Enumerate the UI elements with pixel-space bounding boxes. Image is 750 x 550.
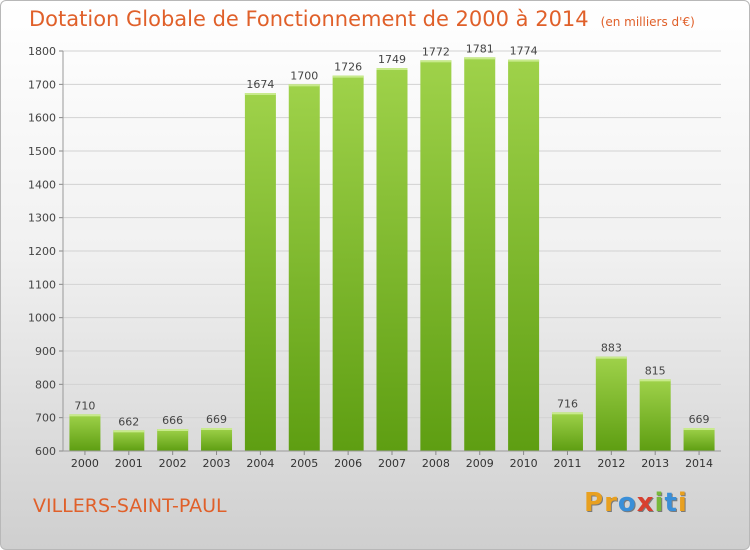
bar <box>288 84 320 451</box>
x-tick-label: 2013 <box>641 457 669 470</box>
logo-letter: r <box>604 488 618 518</box>
commune-name: VILLERS-SAINT-PAUL <box>33 495 227 517</box>
x-tick-label: 2007 <box>378 457 406 470</box>
bar <box>113 430 145 451</box>
chart-subtitle: (en milliers d'€) <box>600 15 695 29</box>
y-tick-label: 1200 <box>28 245 56 258</box>
y-tick-label: 800 <box>35 378 56 391</box>
bar-value-label: 662 <box>118 415 139 428</box>
bar <box>157 429 189 451</box>
bar-value-label: 669 <box>689 413 710 426</box>
bar <box>683 428 715 451</box>
bar-value-label: 883 <box>601 342 622 355</box>
bar-highlight <box>157 429 189 431</box>
y-tick-label: 1700 <box>28 78 56 91</box>
bar-highlight <box>113 430 145 433</box>
bar <box>551 412 583 451</box>
bar-highlight <box>288 84 320 87</box>
bars <box>69 57 715 452</box>
bar-highlight <box>376 68 408 70</box>
y-tick-label: 1500 <box>28 145 56 158</box>
bar-value-label: 666 <box>162 414 183 427</box>
bar <box>201 428 233 451</box>
x-tick-label: 2000 <box>71 457 99 470</box>
bar-highlight <box>201 428 233 430</box>
x-tick-label: 2005 <box>290 457 318 470</box>
y-tick-label: 1600 <box>28 112 56 125</box>
bar <box>595 356 627 451</box>
bar <box>464 57 496 451</box>
y-tick-label: 1400 <box>28 178 56 191</box>
logo-letter: x <box>636 488 655 518</box>
y-tick-label: 1300 <box>28 212 56 225</box>
bar <box>420 60 452 451</box>
bar-highlight <box>69 414 101 417</box>
x-tick-label: 2010 <box>510 457 538 470</box>
x-tick-label: 2012 <box>597 457 625 470</box>
bar <box>508 59 540 452</box>
y-tick-label: 700 <box>35 412 56 425</box>
x-tick-label: 2014 <box>685 457 713 470</box>
logo-letter: o <box>617 488 637 518</box>
x-tick-label: 2001 <box>115 457 143 470</box>
bar-value-label: 1726 <box>334 61 362 74</box>
bar-value-label: 710 <box>74 399 95 412</box>
bar-value-label: 669 <box>206 413 227 426</box>
bar-value-label: 1700 <box>290 69 318 82</box>
x-tick-label: 2002 <box>159 457 187 470</box>
bar-highlight <box>464 57 496 60</box>
bar-highlight <box>508 59 540 62</box>
x-tick-label: 2008 <box>422 457 450 470</box>
proxiti-logo: Proxiti <box>584 488 688 518</box>
y-axis: 600 700 800 900 1000 1100 1200 1300 1400 1500 1600… <box>28 45 64 458</box>
chart-title: Dotation Globale de Fonctionnement de 20… <box>29 7 695 31</box>
bar-highlight <box>420 60 452 63</box>
bar-highlight <box>332 75 364 78</box>
bar <box>69 414 101 451</box>
y-tick-label: 1800 <box>28 45 56 58</box>
bar <box>639 379 671 451</box>
y-tick-label: 600 <box>35 445 56 458</box>
x-axis: 2000 2001 2002 2003 2004 2005 2006 2007 2008 2009… <box>63 450 721 470</box>
data-labels: 710 662 666 669 1674 1700 1726 1749 1772 1781 1774… <box>74 42 709 428</box>
logo-letter: t <box>664 488 678 518</box>
bar-highlight <box>683 428 715 430</box>
x-tick-label: 2006 <box>334 457 362 470</box>
bar-highlight <box>244 93 276 95</box>
bar-highlight <box>639 379 671 382</box>
x-tick-label: 2003 <box>203 457 231 470</box>
y-tick-label: 1100 <box>28 278 56 291</box>
y-tick-label: 900 <box>35 345 56 358</box>
bar-highlight <box>595 356 627 359</box>
bar-value-label: 1781 <box>466 42 494 55</box>
bar <box>332 75 364 452</box>
bar-value-label: 716 <box>557 397 578 410</box>
bar <box>376 68 408 451</box>
logo-letter: P <box>584 488 605 518</box>
bar-value-label: 815 <box>645 364 666 377</box>
bar <box>244 93 276 451</box>
x-tick-label: 2009 <box>466 457 494 470</box>
x-tick-label: 2004 <box>246 457 274 470</box>
logo-letter: i <box>654 488 665 518</box>
bar-value-label: 1772 <box>422 45 450 58</box>
bar-value-label: 1749 <box>378 53 406 66</box>
bar-highlight <box>551 412 583 415</box>
logo-letter: i <box>677 488 688 518</box>
x-tick-label: 2011 <box>553 457 581 470</box>
chart-title-text: Dotation Globale de Fonctionnement de 20… <box>29 7 589 31</box>
bar-value-label: 1674 <box>246 78 274 91</box>
y-tick-label: 1000 <box>28 312 56 325</box>
bar-value-label: 1774 <box>510 45 538 58</box>
